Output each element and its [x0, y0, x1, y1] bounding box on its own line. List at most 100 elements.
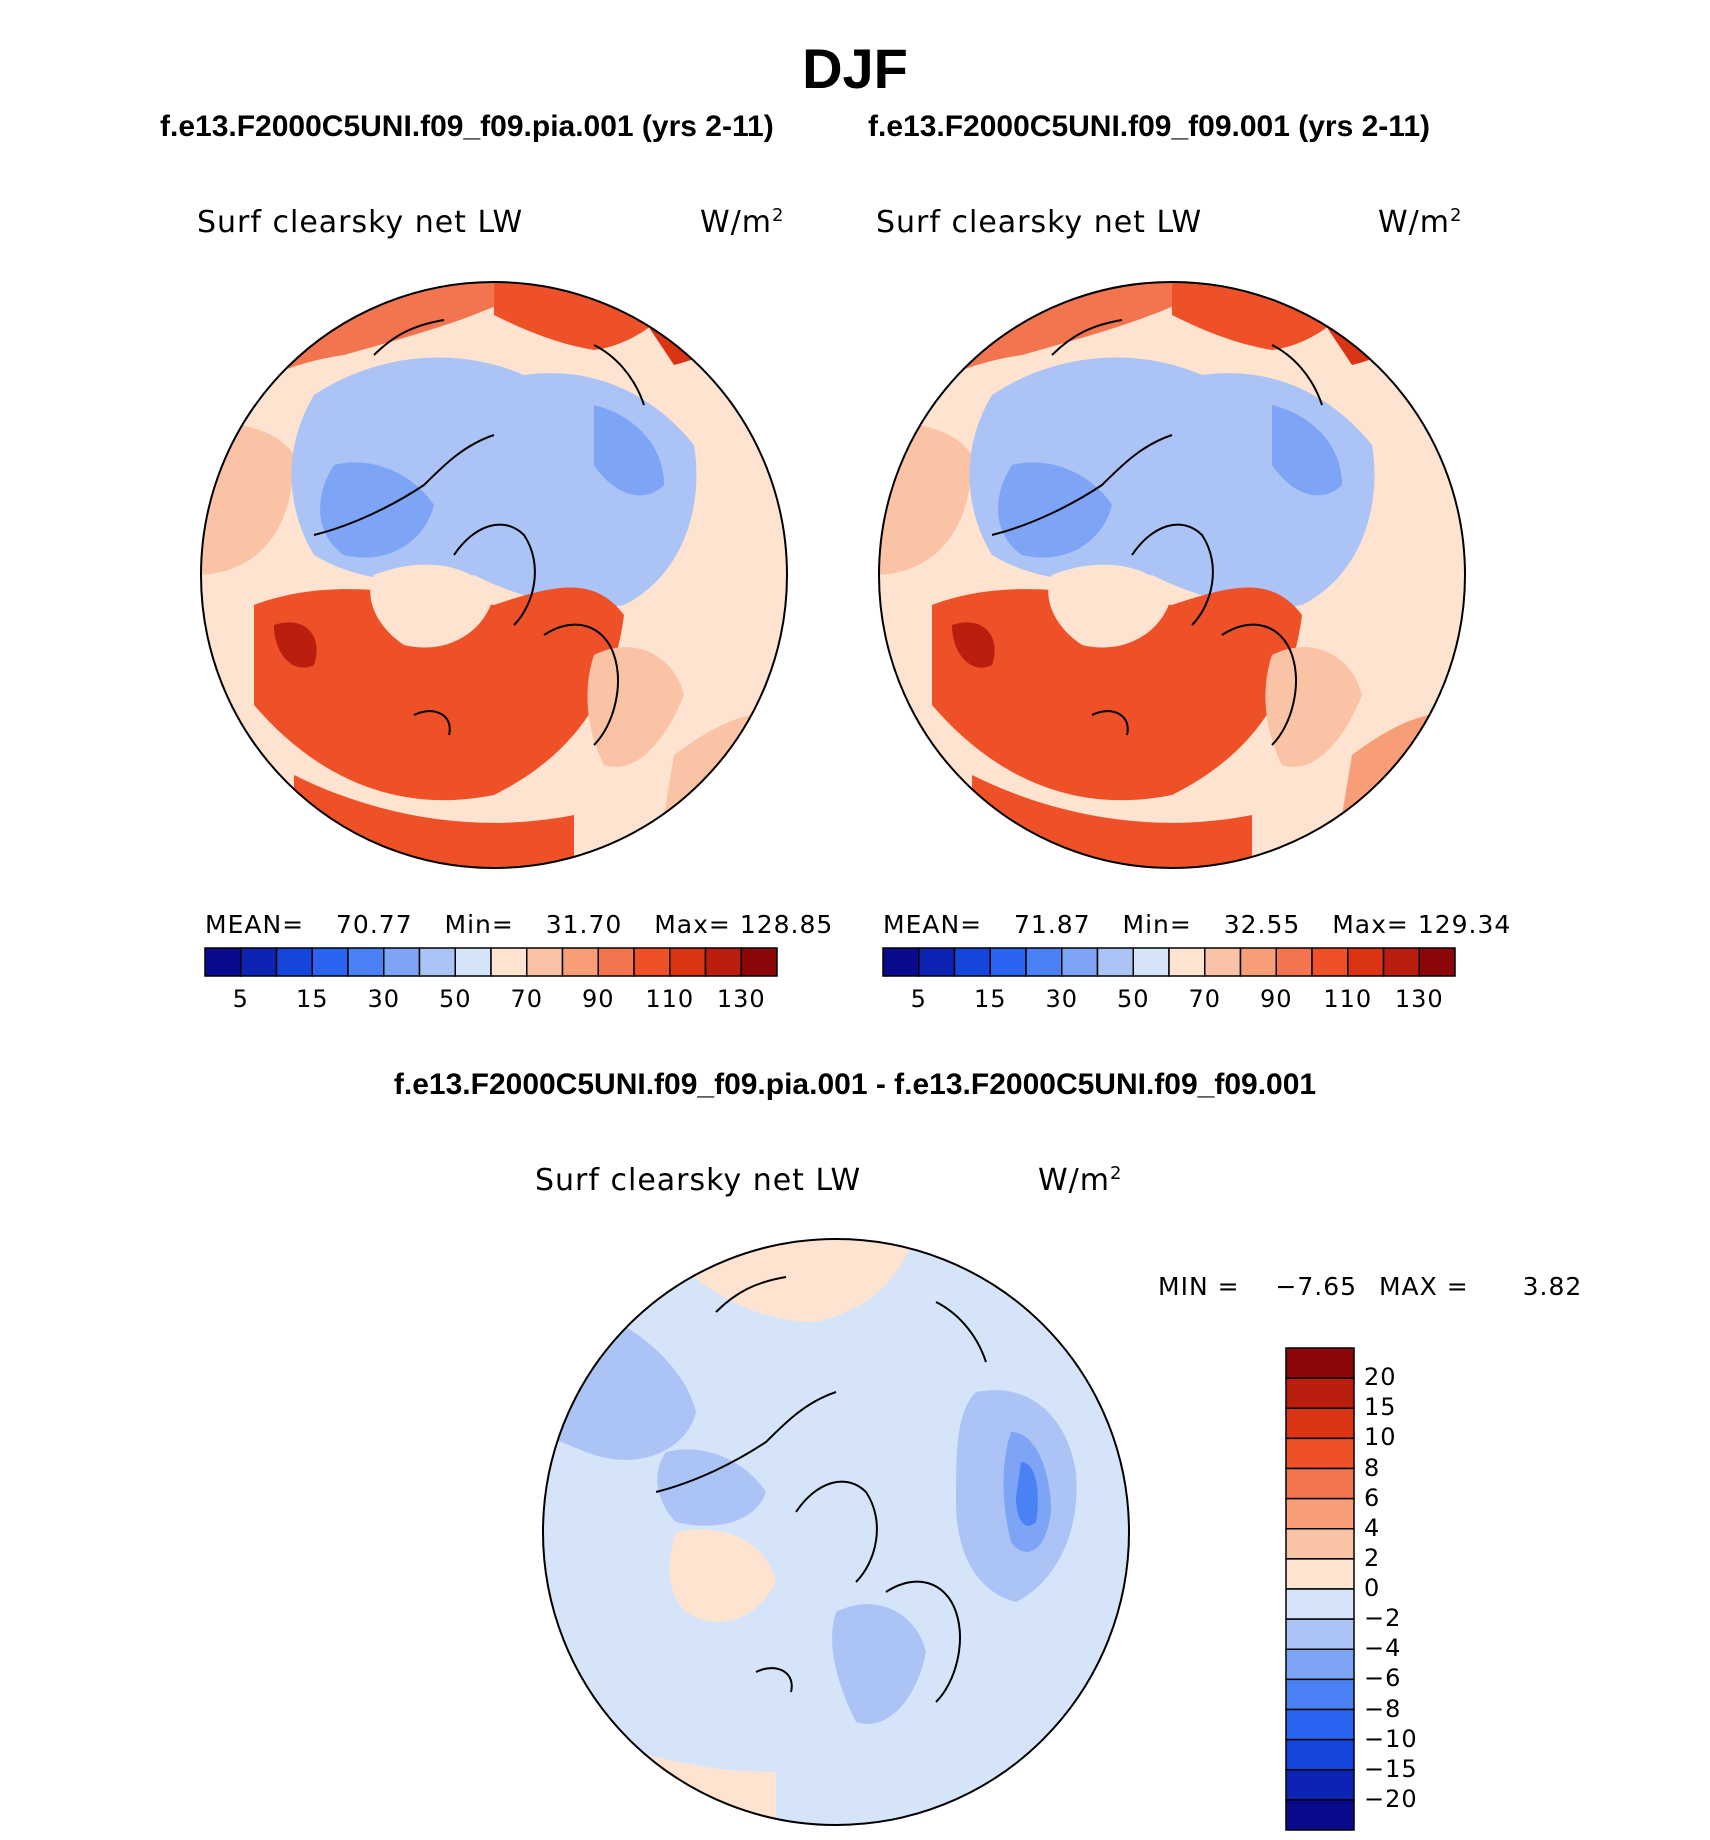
panel2-mean-label: MEAN=: [883, 910, 983, 939]
panel1-case-title: f.e13.F2000C5UNI.f09_f09.pia.001 (yrs 2-…: [160, 110, 774, 143]
panel1-colorbar-box-12: [633, 947, 671, 977]
panel1-units-label: W/m2: [700, 205, 784, 240]
difference-title: f.e13.F2000C5UNI.f09_f09.pia.001 - f.e13…: [393, 1068, 1317, 1101]
diff-colorbar-ticks: 20 15 10 8 6 4 2 0 −2 −4 −6 −8 −10 −15 −20: [1364, 1348, 1444, 1830]
panel2-colorbar: [882, 947, 1456, 977]
panel2-colorbar-tick-label: 50: [1116, 985, 1150, 1013]
panel1-colorbar-box-9: [526, 947, 564, 977]
panel1-colorbar-box-0: [204, 947, 242, 977]
panel2-min-label: Min=: [1122, 910, 1192, 939]
diff-colorbar-tick-label: 8: [1364, 1453, 1381, 1482]
diff-units-label: W/m2: [1038, 1163, 1122, 1198]
panel1-map-border: [200, 281, 788, 869]
panel1-colorbar-box-1: [240, 947, 278, 977]
diff-colorbar-box-0: [1285, 1347, 1355, 1379]
diff-region-east-core: [1016, 1462, 1038, 1526]
panel1-colorbar-box-4: [347, 947, 385, 977]
panel1-mean-label: MEAN=: [205, 910, 305, 939]
panel2-colorbar-tick-label: 15: [973, 985, 1007, 1013]
panel2-units-label: W/m2: [1378, 205, 1462, 240]
panel2-stats: MEAN= 71.87 Min= 32.55 Max= 129.34: [883, 910, 1511, 939]
diff-colorbar-box-15: [1285, 1799, 1355, 1831]
panel2-colorbar-box-15: [1418, 947, 1456, 977]
diff-colorbar-box-11: [1285, 1678, 1355, 1711]
panel1-mean-value: 70.77: [336, 910, 413, 939]
panel2-region-atlantic-hot: [932, 587, 1302, 801]
panel2-colorbar-box-2: [953, 947, 991, 977]
diff-colorbar-tick-label: 15: [1364, 1393, 1397, 1422]
panel1-colorbar-tick-label: 50: [438, 985, 472, 1013]
diff-colorbar-tick-label: −10: [1364, 1724, 1418, 1753]
panel2-units-sup: 2: [1450, 205, 1463, 226]
season-title: DJF: [802, 37, 908, 100]
diff-map-border: [542, 1238, 1130, 1826]
panel1-min-label: Min=: [444, 910, 514, 939]
panel1-colorbar-box-8: [490, 947, 528, 977]
panel2-region-siberia-cold: [1272, 405, 1342, 496]
difference-map: [542, 1238, 1130, 1826]
diff-colorbar-tick-label: 10: [1364, 1423, 1397, 1452]
diff-colorbar-box-6: [1285, 1528, 1355, 1560]
panel2-variable-label: Surf clearsky net LW: [876, 205, 1203, 240]
panel2-max-label: Max=: [1332, 910, 1409, 939]
panel2-colorbar-box-1: [918, 947, 956, 977]
panel1-map: [200, 281, 788, 869]
panel1-colorbar-tick-label: 15: [295, 985, 329, 1013]
diff-colorbar-box-12: [1285, 1708, 1355, 1741]
panel1-colorbar: [204, 947, 778, 977]
panel1-max-label: Max=: [654, 910, 731, 939]
panel2-units-text: W/m: [1378, 205, 1450, 240]
panel2-colorbar-tick-label: 70: [1188, 985, 1222, 1013]
diff-coastline: [655, 1276, 987, 1703]
panel1-stats: MEAN= 70.77 Min= 31.70 Max= 128.85: [205, 910, 833, 939]
panel2-region-greenland: [1048, 564, 1172, 648]
panel2-region-labrador-core: [952, 622, 995, 668]
panel1-colorbar-box-14: [704, 947, 742, 977]
panel1-colorbar-box-3: [311, 947, 349, 977]
panel1-min-value: 31.70: [545, 910, 623, 939]
panel2-colorbar-box-11: [1275, 947, 1313, 977]
panel1-colorbar-tick-label: 30: [367, 985, 401, 1013]
diff-colorbar: [1285, 1347, 1355, 1831]
panel2-case-title: f.e13.F2000C5UNI.f09_f09.001 (yrs 2-11): [868, 110, 1431, 143]
diff-colorbar-box-4: [1285, 1467, 1355, 1500]
panel1-colorbar-box-11: [597, 947, 635, 977]
diff-region-canada-cool: [657, 1449, 766, 1526]
panel2-map: [878, 281, 1466, 869]
panel1-colorbar-box-10: [561, 947, 599, 977]
panel1-colorbar-tick-label: 130: [716, 985, 766, 1013]
panel1-max-value: 128.85: [739, 910, 834, 939]
panel2-colorbar-box-10: [1239, 947, 1277, 977]
panel2-colorbar-box-9: [1204, 947, 1242, 977]
diff-colorbar-tick-label: 4: [1364, 1513, 1381, 1542]
panel1-colorbar-tick-label: 90: [581, 985, 615, 1013]
diff-min-value: −7.65: [1275, 1272, 1358, 1301]
panel1-region-atlantic-hot: [254, 587, 624, 801]
diff-colorbar-tick-label: −2: [1364, 1604, 1402, 1633]
panel2-colorbar-ticks: 5 15 30 50 70 90 110 130: [883, 985, 1455, 1015]
panel1-coastline: [313, 319, 645, 746]
diff-colorbar-tick-label: 6: [1364, 1483, 1381, 1512]
diff-colorbar-box-3: [1285, 1437, 1355, 1470]
diff-colorbar-tick-label: −8: [1364, 1694, 1402, 1723]
diff-colorbar-tick-label: −4: [1364, 1634, 1402, 1663]
panel2-colorbar-box-6: [1096, 947, 1134, 977]
diff-colorbar-tick-label: −6: [1364, 1664, 1402, 1693]
panel1-region-europe-pale: [587, 647, 684, 767]
panel2-colorbar-box-3: [989, 947, 1027, 977]
panel1-colorbar-box-2: [275, 947, 313, 977]
diff-max-value: 3.82: [1522, 1272, 1583, 1301]
panel1-colorbar-box-13: [669, 947, 707, 977]
diff-region-europe-cool: [832, 1604, 926, 1724]
panel2-map-border: [878, 281, 1466, 869]
panel2-colorbar-tick-label: 90: [1259, 985, 1293, 1013]
diff-colorbar-box-14: [1285, 1769, 1355, 1801]
diff-units-text: W/m: [1038, 1163, 1110, 1198]
panel1-colorbar-box-6: [418, 947, 456, 977]
panel1-variable-label: Surf clearsky net LW: [197, 205, 524, 240]
diff-colorbar-tick-label: 20: [1364, 1363, 1397, 1392]
panel1-colorbar-tick-label: 5: [232, 985, 249, 1013]
diff-colorbar-box-9: [1285, 1618, 1355, 1650]
panel2-colorbar-box-12: [1311, 947, 1349, 977]
panel1-units-sup: 2: [772, 205, 785, 226]
